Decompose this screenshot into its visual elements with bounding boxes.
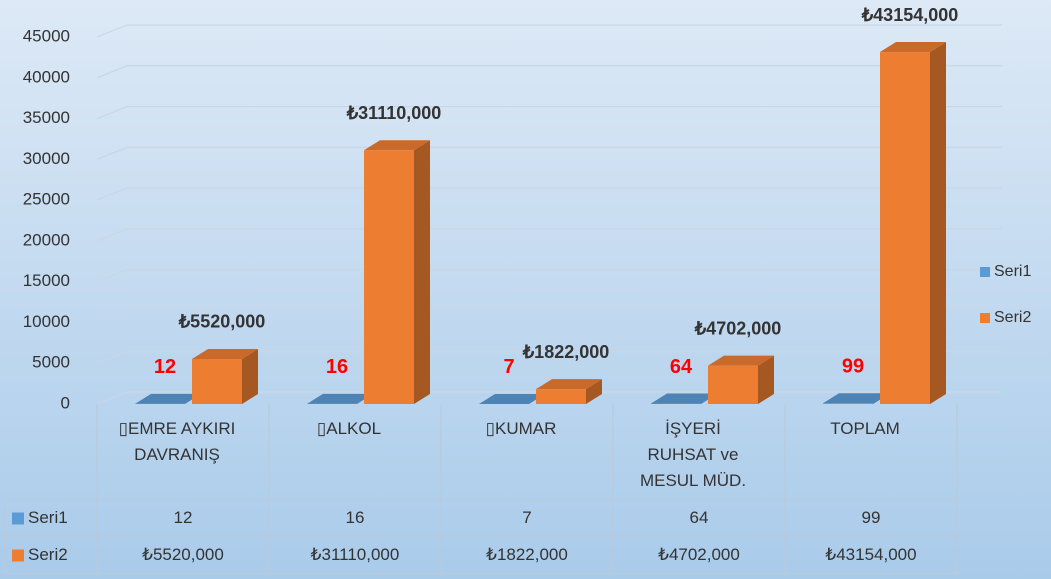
bar-top <box>823 393 889 404</box>
y-tick-label: 45000 <box>23 26 70 45</box>
bar <box>708 365 758 404</box>
bar-side <box>930 42 946 405</box>
y-tick-label: 25000 <box>23 190 70 209</box>
grid-line <box>96 146 1002 160</box>
bar-top <box>192 348 258 359</box>
data-label: ₺5520,000 <box>178 312 266 332</box>
data-label: ₺43154,000 <box>861 5 959 25</box>
data-label: 12 <box>154 356 176 378</box>
y-tick-label: 15000 <box>23 271 70 290</box>
y-tick-label: 35000 <box>23 108 70 127</box>
legend-label: Seri2 <box>994 309 1031 326</box>
table-cell: 12 <box>174 508 193 527</box>
grid-line <box>96 350 1002 364</box>
bar-top <box>880 42 946 53</box>
table-key <box>12 512 24 525</box>
y-tick-label: 20000 <box>23 230 70 249</box>
table-cell: 7 <box>522 508 531 527</box>
bar-top <box>364 140 430 151</box>
x-tick-label: ▯ALKOL <box>316 419 382 438</box>
table-series-name: Seri1 <box>28 508 68 527</box>
x-tick-label: ▯KUMAR <box>485 419 557 438</box>
data-label: 64 <box>670 356 693 378</box>
bar-side <box>242 348 258 404</box>
bar-side <box>758 355 774 404</box>
bar <box>880 52 930 405</box>
grid-line <box>96 65 1002 79</box>
table-cell: 16 <box>346 508 365 527</box>
bar-top <box>651 393 717 404</box>
bar-top <box>708 355 774 366</box>
table-series-name: Seri2 <box>28 545 68 564</box>
data-label: 99 <box>842 355 864 377</box>
data-label: ₺4702,000 <box>694 318 782 338</box>
bar <box>651 403 701 404</box>
table-cell: ₺4702,000 <box>658 545 740 564</box>
grid-line <box>96 309 1002 324</box>
bar-top <box>536 379 602 390</box>
y-tick-label: 30000 <box>23 149 70 168</box>
table-cell: ₺31110,000 <box>311 545 400 564</box>
bar-side <box>414 140 430 404</box>
bar-top <box>479 393 545 404</box>
x-tick-label: ▯EMRE AYKIRI DAVRANIŞ <box>118 419 236 464</box>
grid-line <box>96 228 1002 242</box>
grid-line <box>96 269 1002 283</box>
bar <box>364 150 414 404</box>
bar-side <box>586 379 602 404</box>
table-cell: ₺43154,000 <box>825 545 916 564</box>
table-key <box>12 549 24 562</box>
table-cell: 64 <box>690 508 709 527</box>
bar <box>192 358 242 404</box>
y-tick-label: 5000 <box>32 353 70 372</box>
grid-line <box>96 187 1002 201</box>
bar <box>536 389 586 404</box>
table-cell: ₺5520,000 <box>142 545 224 564</box>
legend-key <box>980 267 990 277</box>
grid-line <box>96 105 1002 120</box>
data-label: 16 <box>326 356 348 378</box>
bar-top <box>135 393 201 404</box>
data-label: 7 <box>503 356 514 378</box>
x-tick-label: İŞYERİ RUHSAT ve MESUL MÜD. <box>639 419 747 490</box>
y-tick-label: 40000 <box>23 67 70 86</box>
data-label: ₺1822,000 <box>522 342 610 362</box>
x-tick-label: TOPLAM <box>830 419 900 438</box>
bar-top <box>307 393 373 404</box>
legend-key <box>980 313 990 323</box>
y-tick-label: 10000 <box>23 312 70 331</box>
data-label: ₺31110,000 <box>346 103 442 123</box>
table-cell: ₺1822,000 <box>486 545 568 564</box>
grid-line <box>96 24 1002 38</box>
table-cell: 99 <box>862 508 881 527</box>
bar <box>823 403 873 404</box>
legend-label: Seri1 <box>994 263 1031 280</box>
y-tick-label: 0 <box>61 393 70 412</box>
